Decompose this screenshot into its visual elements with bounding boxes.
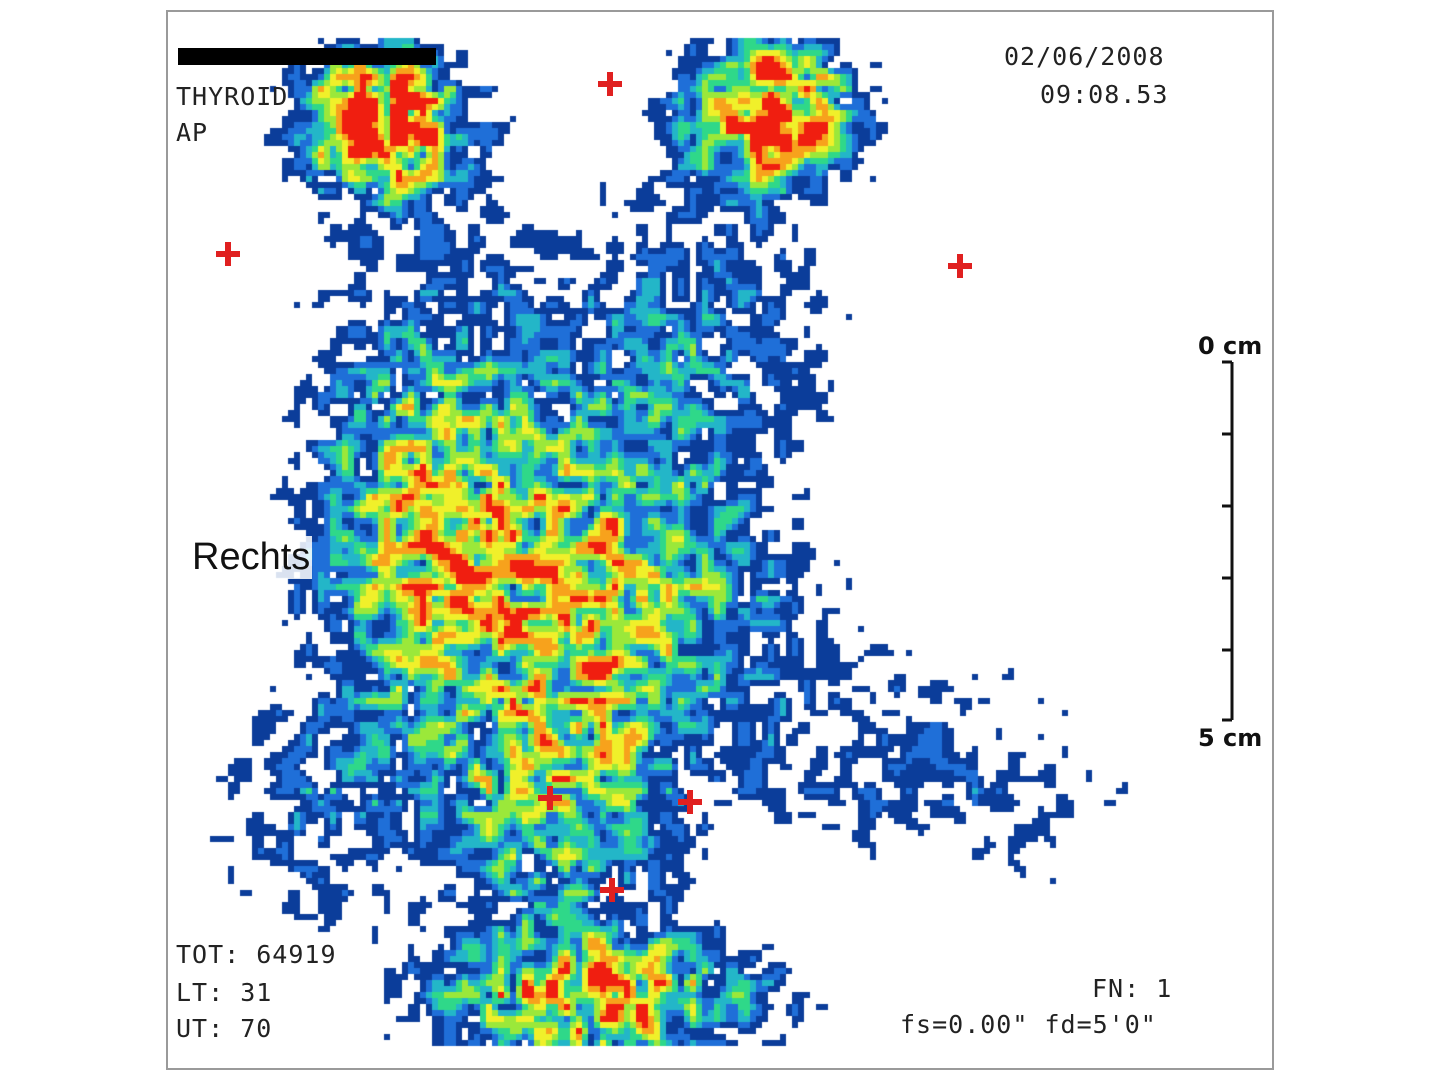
marker-cross-icon [600, 878, 624, 902]
fs-fd-text: fs=0.00" fd=5'0" [900, 1010, 1157, 1039]
scale-bottom-label: 5 cm [1198, 724, 1263, 752]
orientation-label: Rechts [190, 536, 313, 579]
time-text: 09:08.53 [1040, 80, 1169, 109]
scale-top-label: 0 cm [1198, 332, 1263, 360]
marker-cross-icon [678, 790, 702, 814]
scale-bar [1222, 360, 1234, 722]
upper-threshold-text: UT: 70 [176, 1014, 273, 1043]
top-bar [178, 48, 436, 65]
view-label: AP [176, 118, 209, 147]
frame-number-text: FN: 1 [1092, 974, 1173, 1003]
lower-threshold-text: LT: 31 [176, 978, 273, 1007]
marker-cross-icon [598, 72, 622, 96]
date-text: 02/06/2008 [1004, 42, 1165, 71]
marker-cross-icon [948, 254, 972, 278]
study-label: THYROID [176, 82, 289, 111]
marker-cross-icon [216, 242, 240, 266]
marker-cross-icon [538, 786, 562, 810]
total-counts-text: TOT: 64919 [176, 940, 337, 969]
